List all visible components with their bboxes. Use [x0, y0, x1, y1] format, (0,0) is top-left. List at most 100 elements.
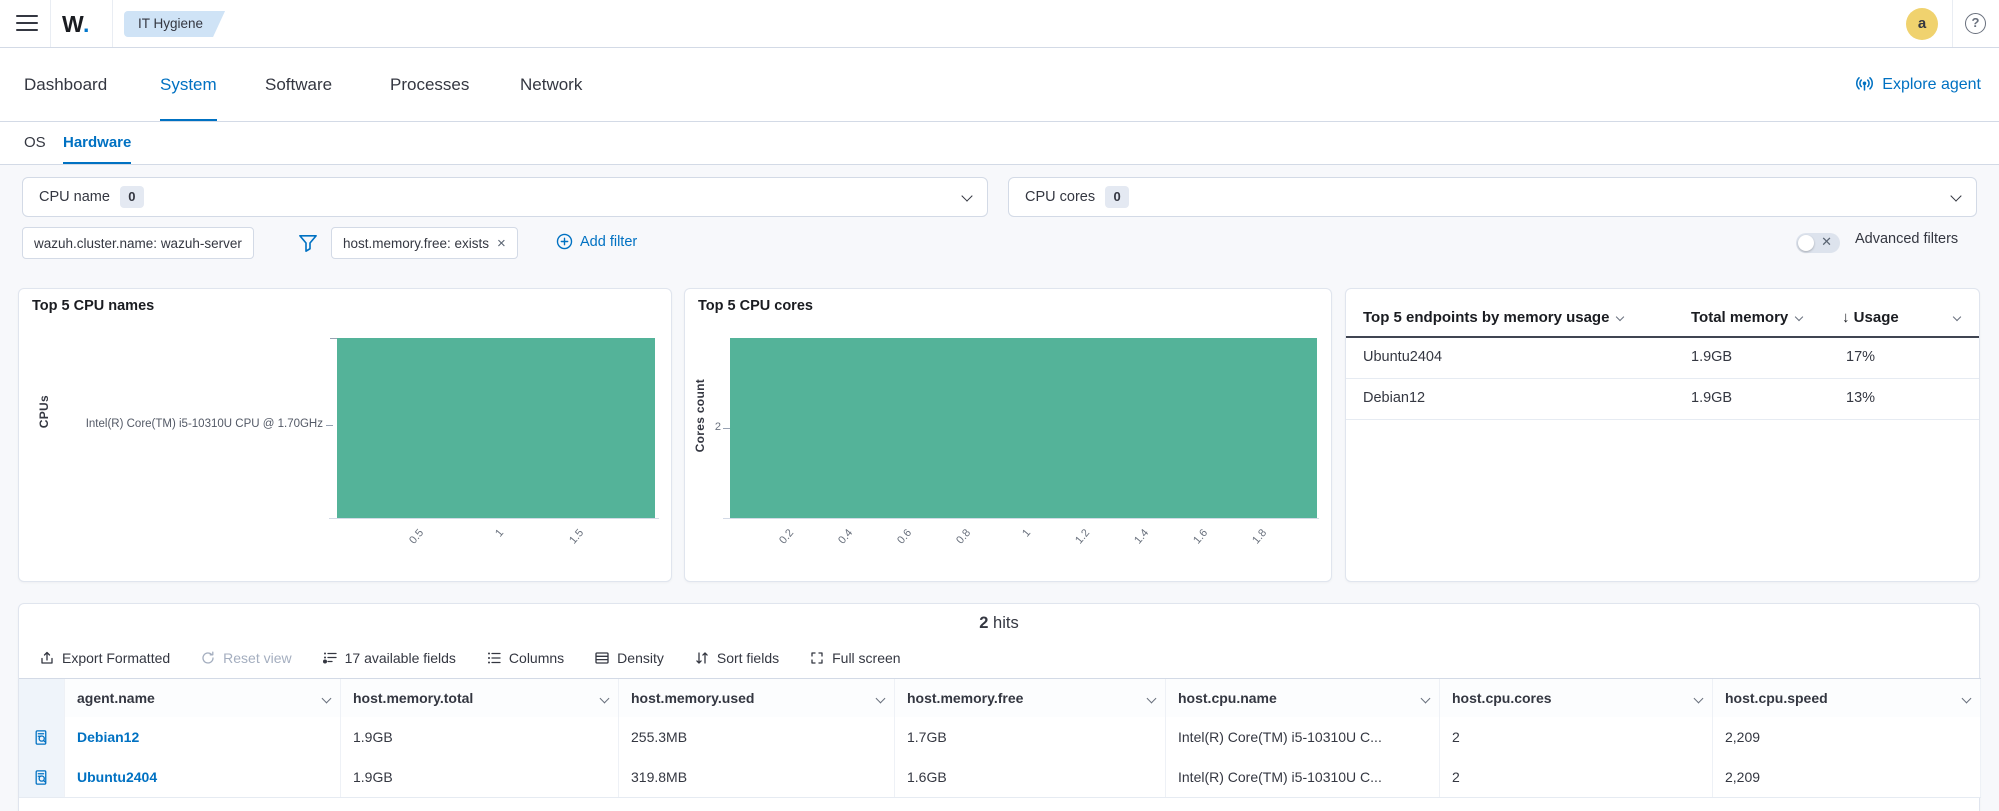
column-header-cpu-name[interactable]: host.cpu.name	[1166, 679, 1440, 717]
filter-pill-label: host.memory.free: exists	[343, 235, 490, 251]
sort-fields-button[interactable]: Sort fields	[694, 650, 779, 666]
memory-total-cell: 1.9GB	[341, 717, 619, 757]
circle-plus-icon	[556, 233, 573, 250]
column-header-memory-free[interactable]: host.memory.free	[895, 679, 1166, 717]
x-tick-label: 1.4	[1132, 527, 1152, 547]
explore-agent-button[interactable]: Explore agent	[1855, 48, 1981, 121]
content-area: CPU name 0 CPU cores 0 wazuh.cluster.nam…	[0, 165, 1999, 811]
inspect-document-icon[interactable]	[33, 769, 50, 786]
chevron-down-icon	[961, 190, 973, 202]
help-icon[interactable]: ?	[1965, 13, 1986, 34]
add-filter-label: Add filter	[580, 233, 638, 250]
tab-processes[interactable]: Processes	[390, 75, 470, 94]
endpoint-name: Ubuntu2404	[1363, 349, 1443, 365]
subtab-os[interactable]: OS	[24, 134, 46, 151]
column-header-cpu-cores[interactable]: host.cpu.cores	[1440, 679, 1713, 717]
chevron-down-icon	[1952, 312, 1962, 322]
table-row: Ubuntu2404 1.9GB 319.8MB 1.6GB Intel(R) …	[19, 757, 1981, 798]
add-filter-button[interactable]: Add filter	[556, 233, 637, 250]
chevron-down-icon	[1950, 190, 1962, 202]
tab-dashboard[interactable]: Dashboard	[24, 75, 108, 94]
fullscreen-icon	[809, 650, 825, 666]
cpu-cores-select[interactable]: CPU cores 0	[1008, 177, 1977, 217]
column-header-usage-menu[interactable]	[1946, 309, 1962, 326]
memory-used-cell: 255.3MB	[619, 717, 895, 757]
column-menu-chevron-icon[interactable]	[1420, 693, 1431, 703]
x-tick-label: 0.2	[777, 527, 797, 547]
avatar[interactable]: a	[1906, 8, 1938, 40]
column-menu-chevron-icon[interactable]	[1693, 693, 1704, 703]
column-header-endpoints[interactable]: Top 5 endpoints by memory usage	[1363, 309, 1625, 326]
column-menu-chevron-icon[interactable]	[321, 693, 332, 703]
chevron-down-icon	[1616, 312, 1625, 322]
x-axis-line	[723, 518, 1319, 519]
memory-free-cell: 1.6GB	[895, 757, 1166, 797]
tab-software[interactable]: Software	[265, 75, 333, 94]
cpu-cores-cell: 2	[1440, 757, 1713, 797]
control-column-header	[19, 679, 65, 717]
tab-system[interactable]: System	[160, 48, 217, 121]
memory-free-cell: 1.7GB	[895, 717, 1166, 757]
available-fields-button[interactable]: 17 available fields	[322, 650, 456, 666]
x-tick-label: 1.8	[1250, 527, 1270, 547]
bar-cpu-cores[interactable]	[730, 338, 1317, 518]
agent-link[interactable]: Debian12	[77, 729, 140, 745]
filter-funnel-icon[interactable]	[298, 233, 318, 258]
column-header-usage[interactable]: ↓ Usage	[1842, 309, 1899, 326]
filter-pill-cluster[interactable]: wazuh.cluster.name: wazuh-server	[22, 227, 254, 259]
inspect-document-icon[interactable]	[33, 729, 50, 746]
sub-tabs: OS Hardware	[0, 122, 1999, 165]
refresh-icon	[200, 650, 216, 666]
explore-agent-label: Explore agent	[1882, 76, 1981, 93]
cpu-speed-cell: 2,209	[1713, 757, 1981, 797]
x-tick-label: 0.6	[895, 527, 915, 547]
column-header-total-memory[interactable]: Total memory	[1691, 309, 1804, 326]
column-header-cpu-speed[interactable]: host.cpu.speed	[1713, 679, 1981, 717]
subtab-hardware[interactable]: Hardware	[63, 122, 132, 164]
sort-arrows-icon	[694, 650, 710, 666]
column-menu-chevron-icon[interactable]	[599, 693, 610, 703]
remove-filter-icon[interactable]: ×	[497, 234, 506, 252]
column-header-memory-total[interactable]: host.memory.total	[341, 679, 619, 717]
total-memory-value: 1.9GB	[1691, 390, 1733, 406]
column-header-memory-used[interactable]: host.memory.used	[619, 679, 895, 717]
usage-value: 17%	[1846, 349, 1876, 365]
column-menu-chevron-icon[interactable]	[1146, 693, 1157, 703]
advanced-filters-toggle[interactable]: ✕	[1796, 233, 1840, 253]
column-menu-chevron-icon[interactable]	[875, 693, 886, 703]
agent-name-cell: Ubuntu2404	[65, 757, 341, 797]
results-panel: 2 hits Export Formatted Reset view 17 av…	[18, 603, 1981, 811]
cpu-cores-select-label: CPU cores	[1025, 189, 1096, 205]
axis-tick	[330, 338, 337, 339]
full-screen-button[interactable]: Full screen	[809, 650, 901, 666]
cpu-speed-cell: 2,209	[1713, 717, 1981, 757]
reset-view-button[interactable]: Reset view	[200, 650, 292, 666]
column-menu-chevron-icon[interactable]	[1961, 693, 1972, 703]
memory-used-cell: 319.8MB	[619, 757, 895, 797]
tab-network[interactable]: Network	[520, 75, 583, 94]
bar-cpu-names[interactable]	[337, 338, 655, 518]
columns-button[interactable]: Columns	[486, 650, 564, 666]
breadcrumb[interactable]: IT Hygiene	[124, 11, 225, 37]
export-formatted-button[interactable]: Export Formatted	[39, 650, 170, 666]
x-tick-label: 1.2	[1073, 527, 1093, 547]
x-axis-line	[329, 518, 659, 519]
column-header-agent-name[interactable]: agent.name	[65, 679, 341, 717]
category-label: Intel(R) Core(TM) i5-10310U CPU @ 1.70GH…	[85, 418, 323, 430]
export-icon	[39, 650, 55, 666]
divider	[112, 0, 113, 47]
toggle-off-icon: ✕	[1821, 234, 1832, 249]
usage-value: 13%	[1846, 390, 1876, 406]
density-button[interactable]: Density	[594, 650, 664, 666]
filter-pill-memory-free[interactable]: host.memory.free: exists ×	[331, 227, 518, 259]
agent-link[interactable]: Ubuntu2404	[77, 769, 158, 785]
x-tick-label: 1	[1020, 527, 1034, 540]
cpu-cores-count-badge: 0	[1105, 186, 1130, 208]
table-density-icon	[594, 650, 610, 666]
x-tick-label: 1	[493, 527, 507, 540]
menu-icon[interactable]	[16, 15, 38, 32]
memory-table-row: Ubuntu2404 1.9GB 17%	[1346, 338, 1979, 379]
cpu-name-select[interactable]: CPU name 0	[22, 177, 988, 217]
cpu-name-cell: Intel(R) Core(TM) i5-10310U C...	[1166, 717, 1440, 757]
